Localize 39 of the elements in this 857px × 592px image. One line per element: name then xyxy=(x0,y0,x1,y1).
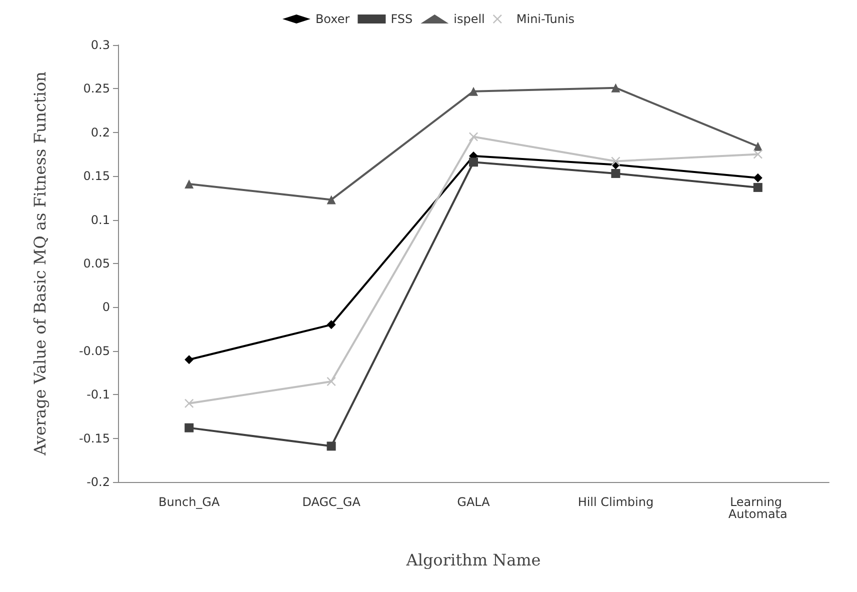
y-tick-label: 0.25 xyxy=(83,82,110,96)
y-tick-label: -0.15 xyxy=(78,431,110,446)
point xyxy=(184,398,194,408)
point xyxy=(326,320,336,330)
legend-label: FSS xyxy=(390,12,413,26)
legend-label: Boxer xyxy=(315,12,350,26)
point xyxy=(326,195,336,204)
y-tick-label: 0.05 xyxy=(83,256,110,270)
point xyxy=(753,150,762,159)
point xyxy=(469,132,478,142)
y-tick-label: -0.05 xyxy=(78,344,110,358)
x-tick-label: Bunch_GA xyxy=(158,495,220,509)
y-tick-label: 0.1 xyxy=(90,212,110,227)
point xyxy=(184,179,194,188)
point xyxy=(469,158,478,167)
y-axis-title: Average Value of Basic MQ as Fitness Function xyxy=(30,72,50,456)
x-axis-title: Algorithm Name xyxy=(405,550,541,570)
point xyxy=(184,423,194,432)
y-tick-label: -0.1 xyxy=(86,388,110,402)
y-tick-label: 0.2 xyxy=(90,125,110,140)
legend-label: ispell xyxy=(454,12,485,26)
y-tick-label: 0.3 xyxy=(90,38,110,52)
point xyxy=(753,182,762,192)
point xyxy=(753,142,762,151)
x-tick-label: Learning Automata xyxy=(728,495,788,521)
legend-label: Mini-Tunis xyxy=(516,12,575,26)
x-tick-label: Hill Climbing xyxy=(578,495,654,509)
y-tick-label: 0 xyxy=(102,300,110,314)
x-tick-label: GALA xyxy=(457,495,491,509)
x-tick-label: DAGC_GA xyxy=(302,495,362,509)
point xyxy=(326,442,336,451)
y-tick-label: -0.2 xyxy=(86,475,110,489)
point xyxy=(469,86,478,96)
point xyxy=(184,355,194,364)
point xyxy=(611,83,620,92)
point xyxy=(326,376,336,386)
point xyxy=(611,168,620,178)
point xyxy=(753,173,762,182)
y-tick-label: 0.15 xyxy=(83,169,110,184)
